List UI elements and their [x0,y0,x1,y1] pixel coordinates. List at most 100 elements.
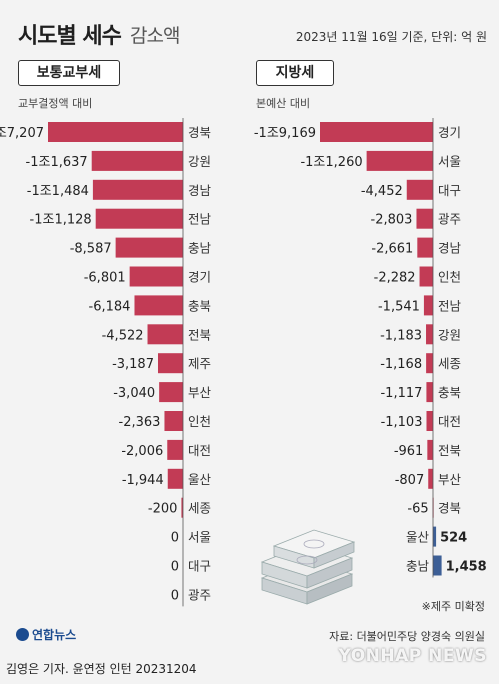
left-value-label: -6,184 [89,299,131,314]
left-bar [134,295,183,316]
right-category-label: 세종 [438,356,461,371]
right-bar [426,324,433,345]
left-category-label: 충북 [188,298,211,313]
left-value-label: -2,363 [119,415,161,430]
right-value-label: -1조1,260 [300,155,362,170]
right-category-label: 대구 [438,183,461,198]
left-category-label: 경북 [188,125,211,140]
right-bar [433,555,442,576]
left-bar [159,382,183,403]
credit-line: 김영은 기자. 윤연정 인턴 20231204 [6,662,197,676]
right-bar [423,295,433,316]
right-bar [320,122,433,142]
left-bar [129,266,183,287]
left-value-label: -4,522 [102,328,144,343]
left-category-label: 제주 [188,356,211,371]
right-value-label: -2,661 [371,242,413,257]
left-category-label: 대전 [188,443,211,458]
left-value-label: -1조1,128 [30,213,92,228]
right-category-label: 인천 [438,270,461,285]
right-value-label: -1,168 [380,357,422,372]
right-value-label: -1,541 [378,299,420,314]
section-note-right: 본예산 대비 [256,97,311,110]
left-value-label: -200 [148,502,178,517]
left-value-label: -6,801 [84,271,126,286]
right-value-label: -961 [394,444,424,459]
left-category-label: 광주 [188,587,211,602]
right-value-label: 1,458 [446,560,487,575]
logo-text: 연합뉴스 [32,628,77,642]
left-category-label: 부산 [188,385,212,400]
left-value-label: 0 [171,531,179,546]
right-bar [416,208,433,229]
right-bar [417,237,433,258]
right-bar [426,353,433,374]
left-bar [167,439,183,460]
right-value-label: -1조9,169 [254,126,316,141]
right-value-label: -2,803 [371,213,413,228]
right-bar-chart: -1조9,169 경기 -1조1,260 서울 -4,452 대구 -2,803 광주 -2,6… [254,118,487,578]
right-category-label: 부산 [438,472,462,487]
section-title-right: 지방세 [256,60,334,86]
right-bar [366,150,433,171]
left-value-label: -3,187 [112,357,154,372]
watermark: YONHAP NEWS [338,646,487,666]
yonhap-logo-icon [16,628,29,641]
left-bar [157,353,183,374]
left-bar [48,122,183,142]
chart-subtitle: 감소액 [130,25,180,47]
left-bar [167,468,183,489]
section-note-left: 교부결정액 대비 [18,97,93,110]
left-value-label: 0 [171,560,179,575]
money-stack-illustration [260,529,356,605]
right-bar [419,266,433,287]
left-category-label: 대구 [188,559,211,574]
right-bar [406,179,433,200]
right-value-label: -2,282 [374,271,416,286]
right-category-label: 충남 [406,559,430,574]
left-category-label: 충남 [188,241,212,256]
left-bar [164,411,183,431]
right-category-label: 전북 [438,443,461,458]
right-category-label: 울산 [406,530,430,545]
right-value-label: -4,452 [361,184,403,199]
yonhap-logo: 연합뉴스 [16,626,76,643]
left-value-label: 0 [171,588,179,603]
footnote: ※제주 미확정 [421,600,485,613]
left-category-label: 전남 [188,212,212,227]
left-bar [91,150,183,171]
left-category-label: 울산 [188,472,212,487]
source-note: 자료: 더불어민주당 양경숙 의원실 [329,630,485,643]
left-category-label: 전북 [188,327,211,342]
date-unit-note: 2023년 11월 16일 기준, 단위: 억 원 [295,30,487,44]
right-bar [426,411,433,431]
left-category-label: 세종 [188,501,211,516]
left-bar-chart: -1조7,207 경북 -1조1,637 강원 -1조1,484 경남 -1조1,128 전남… [0,118,212,607]
right-category-label: 서울 [438,154,461,169]
left-value-label: -8,587 [70,242,112,257]
right-value-label: -1,117 [380,386,422,401]
left-bar [147,324,183,345]
section-title-left: 보통교부세 [18,60,120,86]
left-bar [181,497,183,518]
left-category-label: 인천 [188,414,211,429]
left-value-label: -1조7,207 [0,126,44,141]
right-value-label: -1,183 [380,328,422,343]
right-value-label: -1,103 [381,415,423,430]
left-category-label: 서울 [188,530,211,545]
left-value-label: -1조1,637 [26,155,88,170]
right-bar [433,526,437,547]
right-value-label: -65 [407,502,428,517]
left-value-label: -1조1,484 [27,184,89,199]
left-category-label: 강원 [188,154,211,169]
right-bar [427,439,433,460]
right-category-label: 충북 [438,385,461,400]
right-bar [426,382,433,403]
right-value-label: 524 [440,531,467,546]
right-value-label: -807 [395,473,425,488]
right-category-label: 강원 [438,327,461,342]
left-value-label: -3,040 [113,386,155,401]
right-category-label: 광주 [438,212,461,227]
left-category-label: 경기 [188,270,211,285]
